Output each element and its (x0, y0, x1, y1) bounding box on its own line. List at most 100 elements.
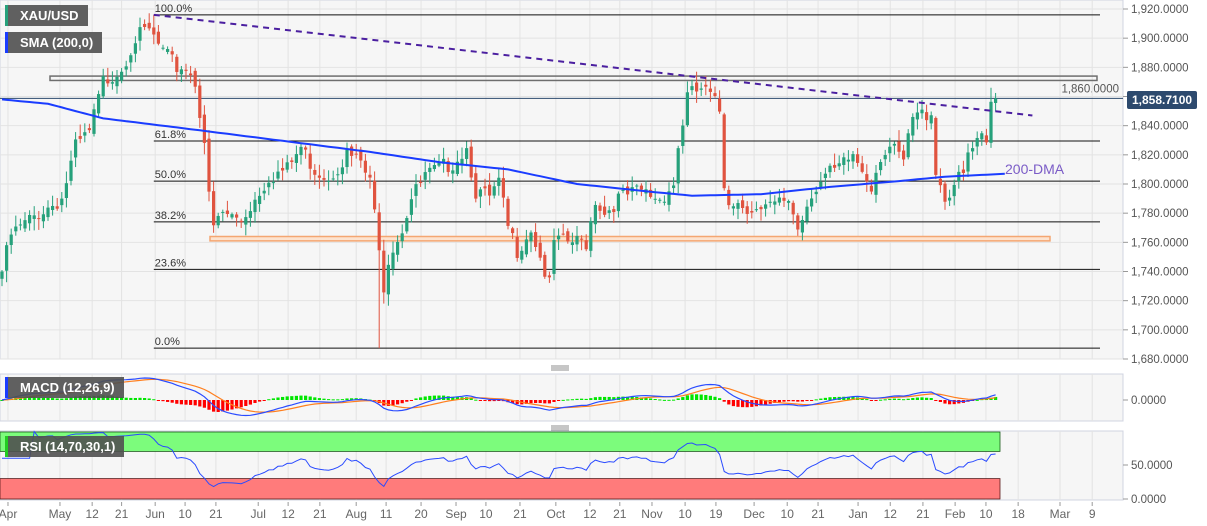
candle-body (929, 115, 933, 124)
candle (377, 203, 381, 349)
candle (9, 228, 13, 254)
candle (248, 201, 252, 227)
macd-hist-bar (455, 397, 459, 400)
macd-hist-bar (524, 400, 528, 404)
x-tick-label: Sep (445, 507, 467, 521)
macd-panel (0, 373, 1124, 422)
candle (892, 141, 896, 155)
x-tick-label: 12 (85, 507, 99, 521)
candle (474, 166, 478, 203)
candle (244, 209, 248, 236)
candle-body (598, 205, 602, 211)
candle-body (60, 198, 64, 206)
x-tick-label: Oct (547, 507, 566, 521)
candle-body (497, 177, 501, 186)
macd-line (1, 377, 996, 417)
candle-body (143, 23, 147, 27)
x-tick-label: Jul (251, 507, 266, 521)
candle (14, 215, 18, 236)
macd-hist-bar (529, 400, 533, 404)
macd-hist-bar (336, 399, 340, 401)
macd-hist-bar (41, 397, 45, 400)
x-tick-label: 9 (1089, 507, 1096, 521)
candle-body (308, 153, 312, 169)
candle-body (888, 146, 892, 154)
candle-body (948, 197, 952, 201)
candle-body (368, 174, 372, 178)
candle-body (837, 163, 841, 167)
candle-body (465, 148, 469, 159)
macd-hist-bar (55, 398, 59, 400)
candle-body (561, 233, 565, 235)
macd-hist-bar (810, 400, 814, 401)
candle-body (966, 152, 970, 172)
y-tick-label: 1,860.0000 (1061, 84, 1119, 96)
candle (511, 226, 515, 240)
panel-resize-handle[interactable] (551, 365, 569, 371)
candle-body (865, 174, 869, 182)
candle (984, 128, 988, 145)
macd-hist-bar (446, 396, 450, 400)
macd-hist-bar (584, 398, 588, 400)
candle (175, 54, 179, 82)
candle (69, 150, 73, 186)
candle-body (437, 162, 441, 166)
candle (414, 174, 418, 208)
candle-body (483, 186, 487, 189)
macd-hist-bar (216, 400, 220, 412)
y-tick-label: 1,820.0000 (1131, 150, 1189, 162)
macd-hist-bar (589, 398, 593, 400)
macd-hist-bar (869, 400, 873, 401)
macd-hist-bar (547, 400, 551, 404)
candle (626, 180, 630, 201)
candle-body (667, 191, 671, 205)
macd-hist-bar (888, 398, 892, 400)
y-tick-label: 1,740.0000 (1131, 267, 1189, 279)
candle-body (892, 143, 896, 146)
candle (639, 183, 643, 197)
candle (741, 193, 745, 214)
candle (267, 176, 271, 196)
candle-body (152, 27, 156, 35)
candle-body (672, 185, 676, 189)
sma-indicator-label[interactable]: SMA (200,0) (5, 32, 103, 53)
macd-hist-bar (672, 399, 676, 401)
candle (598, 202, 602, 220)
candle-body (906, 133, 910, 158)
symbol-label[interactable]: XAU/USD (5, 5, 88, 26)
candle (842, 152, 846, 175)
x-tick-label: 18 (1011, 507, 1025, 521)
panel-resize-handle[interactable] (551, 425, 569, 431)
candle (856, 148, 860, 167)
macd-hist-bar (938, 400, 942, 402)
rsi-indicator-label[interactable]: RSI (14,70,30,1) (5, 436, 125, 457)
macd-hist-bar (271, 398, 275, 400)
macd-hist-bar (681, 397, 685, 400)
macd-hist-bar (915, 397, 919, 400)
macd-hist-bar (782, 400, 786, 402)
candle-body (520, 250, 524, 260)
candle-body (156, 31, 160, 44)
macd-indicator-label[interactable]: MACD (12,26,9) (5, 377, 124, 398)
candle-body (331, 178, 335, 180)
candle (460, 147, 464, 174)
candle-body (340, 167, 344, 175)
candle (285, 154, 289, 173)
candle-body (524, 239, 528, 255)
candle (883, 149, 887, 166)
candle (570, 232, 574, 254)
candle (51, 195, 55, 216)
candle (396, 235, 400, 262)
candle-body (400, 233, 404, 242)
candle-body (699, 88, 703, 90)
candle (515, 227, 519, 262)
macd-hist-bar (248, 400, 252, 405)
candle-body (869, 185, 873, 192)
macd-hist-bar (0, 400, 4, 401)
macd-hist-bar (823, 397, 827, 400)
candle (120, 67, 124, 84)
candle-body (994, 98, 998, 103)
candle (906, 129, 910, 160)
macd-hist-bar (175, 400, 179, 404)
